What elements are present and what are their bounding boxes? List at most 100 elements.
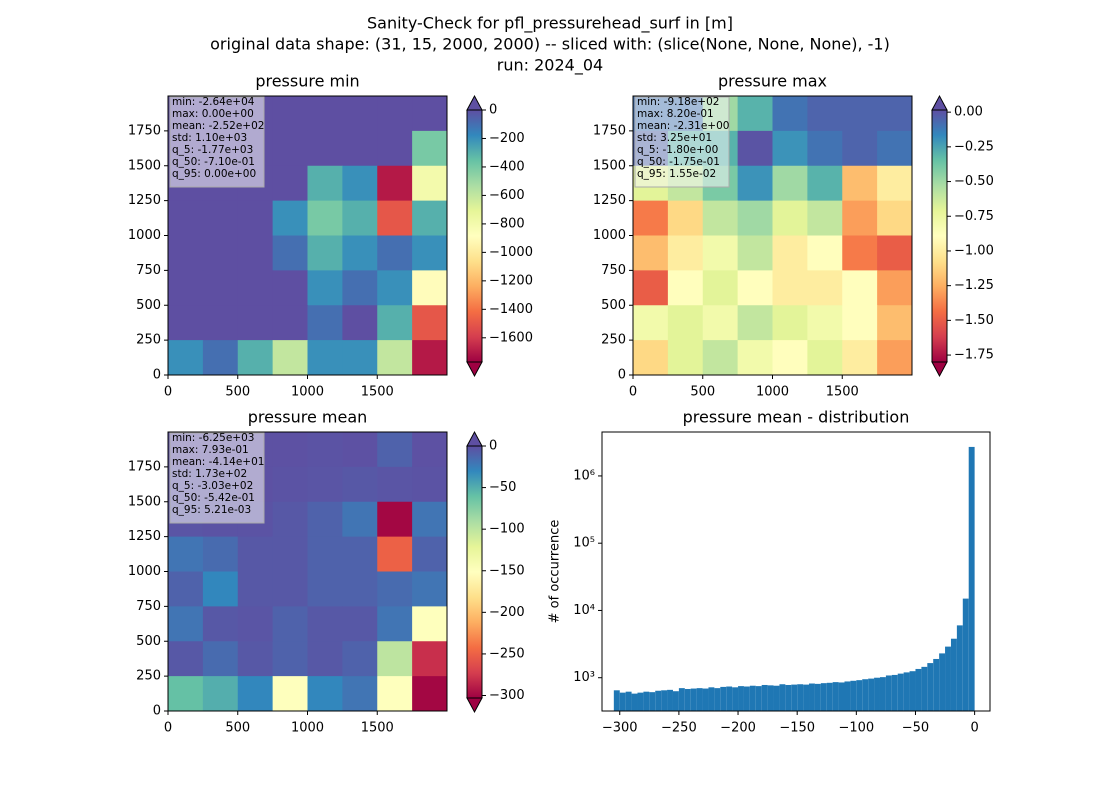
heatmap-cell xyxy=(842,200,878,236)
colorbar-tick-label: −200 xyxy=(489,131,525,146)
heatmap-cell xyxy=(168,340,204,376)
heatmap-cell xyxy=(342,466,378,503)
heatmap-cell xyxy=(772,130,808,167)
y-tick-label: 500 xyxy=(136,298,161,313)
stats-line: mean: -2.52e+02 xyxy=(172,120,264,132)
heatmap-cell xyxy=(272,432,308,468)
histogram-bar xyxy=(868,678,875,711)
colorbar-frame xyxy=(466,445,483,699)
heatmap-cell xyxy=(307,432,343,468)
heatmap-cell xyxy=(237,200,274,236)
heatmap-cell xyxy=(377,305,413,341)
colorbar-tick-label: −0.25 xyxy=(954,139,994,154)
heatmap-cell xyxy=(342,96,378,132)
heatmap-cell xyxy=(307,340,343,376)
heatmap-cell xyxy=(202,571,239,607)
x-tick-label: 1000 xyxy=(291,385,324,400)
x-tick-label: 1000 xyxy=(756,385,789,400)
stats-line: q_95: 1.55e-02 xyxy=(637,168,716,180)
y-tick-label: 1500 xyxy=(128,494,161,509)
heatmap-cell xyxy=(307,96,343,132)
heatmap-cell xyxy=(272,130,308,167)
heatmap-cell xyxy=(412,130,448,167)
histogram-bar xyxy=(619,692,626,711)
heatmap-cell xyxy=(633,340,669,376)
histogram-bar xyxy=(891,674,898,711)
histogram-bar xyxy=(684,688,691,711)
y-tick-label: 1000 xyxy=(593,228,626,243)
histogram-bar xyxy=(743,686,750,711)
heatmap-cell xyxy=(842,305,878,341)
heatmap-cell xyxy=(667,200,704,236)
heatmap-cell xyxy=(377,270,413,306)
y-tick-label: 10⁴ xyxy=(573,603,595,618)
heatmap-cell xyxy=(377,536,413,572)
stats-line: min: -6.25e+03 xyxy=(172,432,254,444)
y-tick-label: 1500 xyxy=(128,158,161,173)
heatmap-cell xyxy=(307,676,343,712)
stats-line: q_5: -1.80e+00 xyxy=(637,144,718,156)
colorbar-tick-label: −1.75 xyxy=(954,348,994,363)
histogram-bar xyxy=(779,684,786,711)
y-tick-label: 1000 xyxy=(128,228,161,243)
y-tick-label: 500 xyxy=(601,298,626,313)
y-tick-label: 1750 xyxy=(128,459,161,474)
heatmap-cell xyxy=(667,305,704,341)
heatmap-cell xyxy=(168,270,204,306)
heatmap-cell xyxy=(307,270,343,306)
heatmap-cell xyxy=(272,96,308,132)
heatmap-cell xyxy=(307,641,343,677)
histogram-bar xyxy=(631,693,638,711)
histogram-bar xyxy=(797,684,804,711)
histogram-bar xyxy=(672,691,679,711)
heatmap-cell xyxy=(412,165,448,202)
histogram-bar xyxy=(696,688,703,711)
histogram-bar xyxy=(838,682,845,711)
histogram-bar xyxy=(939,653,946,711)
histogram-bar xyxy=(814,683,821,711)
heatmap-cell xyxy=(237,536,274,572)
histogram-bar xyxy=(909,671,916,711)
heatmap-cell xyxy=(877,235,913,271)
x-tick-label: 1500 xyxy=(361,385,394,400)
heatmap-cell xyxy=(307,200,343,236)
heatmap-cell xyxy=(272,165,308,202)
heatmap-cell xyxy=(168,305,204,341)
heatmap-cell xyxy=(202,235,239,271)
x-tick-label: 500 xyxy=(690,385,715,400)
heatmap-cell xyxy=(237,340,274,376)
heatmap-cell xyxy=(237,305,274,341)
histogram-bar xyxy=(874,677,880,711)
histogram-bar xyxy=(809,683,815,711)
stats-line: mean: -4.14e+01 xyxy=(172,456,264,468)
heatmap-cell xyxy=(202,606,239,642)
colorbar-tick-label: −1400 xyxy=(489,302,533,317)
heatmap-cell xyxy=(412,641,448,677)
heatmap-cell xyxy=(412,571,448,607)
histogram-bar xyxy=(832,682,839,711)
heatmap-cell xyxy=(807,270,843,306)
colorbar-tick-label: −150 xyxy=(489,563,525,578)
heatmap-cell xyxy=(772,200,808,236)
stats-line: std: 3.25e+01 xyxy=(637,132,712,144)
heatmap-cell xyxy=(272,606,308,642)
heatmap-cell xyxy=(737,165,773,202)
heatmap-cell xyxy=(342,606,378,642)
heatmap-cell xyxy=(342,432,378,468)
heatmap-cell xyxy=(342,501,378,538)
heatmap-cell xyxy=(702,305,739,341)
heatmap-cell xyxy=(307,571,343,607)
heatmap-cell xyxy=(412,676,448,712)
heatmap-cell xyxy=(702,235,739,271)
heatmap-cell xyxy=(807,305,843,341)
histogram-bar xyxy=(933,658,940,711)
x-tick-label: 0 xyxy=(970,721,978,736)
y-tick-label: 750 xyxy=(136,599,161,614)
stats-line: min: -9.18e+02 xyxy=(637,96,719,108)
heatmap-cell xyxy=(702,270,739,306)
heatmap-cell xyxy=(377,340,413,376)
heatmap-cell xyxy=(772,96,808,132)
heatmap-cell xyxy=(377,130,413,167)
stats-line: q_50: -1.75e-01 xyxy=(637,156,720,168)
y-tick-label: 0 xyxy=(153,704,161,719)
